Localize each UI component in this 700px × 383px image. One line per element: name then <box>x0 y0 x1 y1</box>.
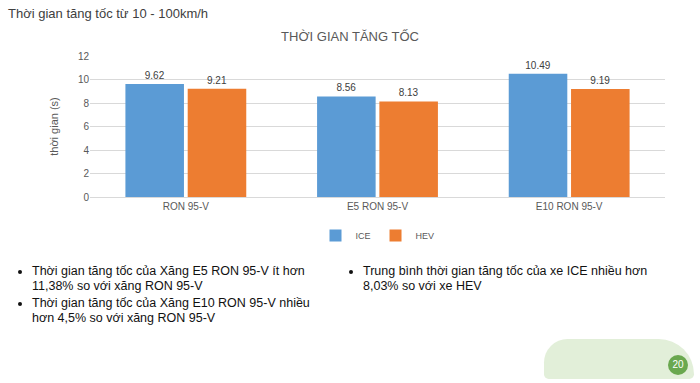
svg-text:10: 10 <box>78 74 90 85</box>
html-text:Thời gian tăng tốc của Xăng E1: Thời gian tăng tốc của Xăng E10 RON 95-V… <box>32 296 310 325</box>
svg-text:E10 RON 95-V: E10 RON 95-V <box>536 201 603 212</box>
svg-text:8.56: 8.56 <box>336 82 356 93</box>
svg-text:RON 95-V: RON 95-V <box>163 201 209 212</box>
svg-text:4: 4 <box>83 145 89 156</box>
svg-text:0: 0 <box>83 192 89 203</box>
svg-text:THỜI GIAN TĂNG TỐC: THỜI GIAN TĂNG TỐC <box>281 29 419 44</box>
svg-text:9.19: 9.19 <box>590 75 610 86</box>
html-text:20: 20 <box>672 359 684 370</box>
svg-text:12: 12 <box>78 51 90 62</box>
svg-text:10.49: 10.49 <box>525 60 550 71</box>
svg-text:9.62: 9.62 <box>145 70 165 81</box>
svg-text:8: 8 <box>83 98 89 109</box>
html-text:Trung bình thời gian tăng tốc: Trung bình thời gian tăng tốc của xe ICE… <box>363 264 648 293</box>
svg-text:9.21: 9.21 <box>207 75 227 86</box>
svg-text:E5 RON 95-V: E5 RON 95-V <box>347 201 408 212</box>
svg-text:HEV: HEV <box>416 231 435 241</box>
html-text:Thời gian tăng tốc từ 10 - 100: Thời gian tăng tốc từ 10 - 100km/h <box>8 6 209 21</box>
html-text:Thời gian tăng tốc của Xăng E5: Thời gian tăng tốc của Xăng E5 RON 95-V … <box>32 264 305 293</box>
svg-text:2: 2 <box>83 168 89 179</box>
svg-text:8.13: 8.13 <box>399 87 419 98</box>
svg-text:6: 6 <box>83 121 89 132</box>
svg-text:thời gian (s): thời gian (s) <box>48 97 60 156</box>
svg-text:ICE: ICE <box>356 231 371 241</box>
